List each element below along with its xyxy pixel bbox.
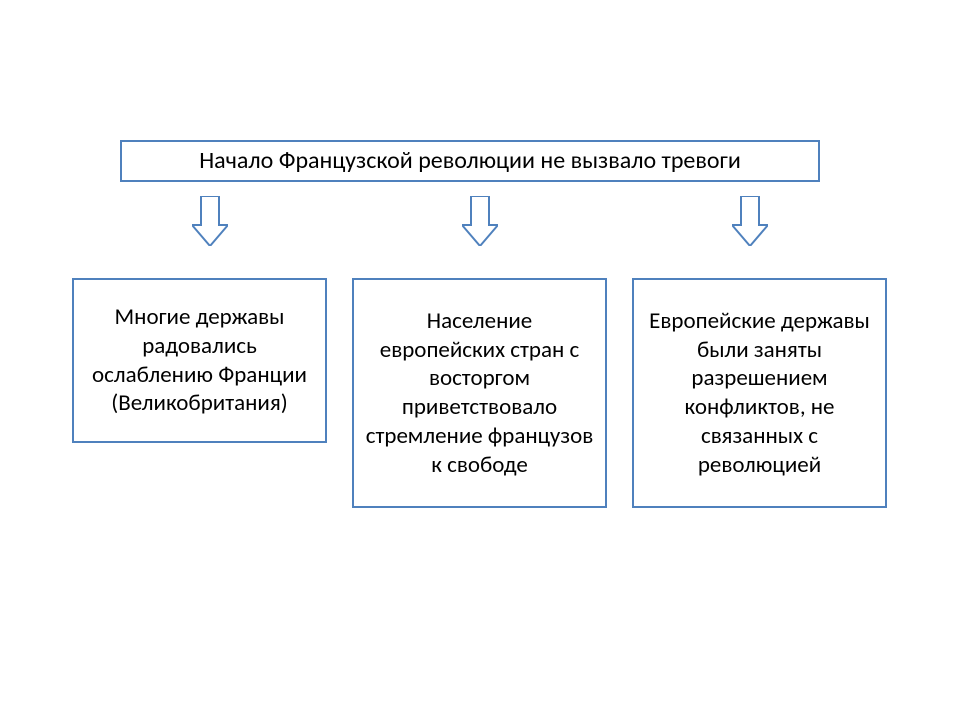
top-node-text: Начало Французской революции не вызвало … [199,146,741,176]
reason-box-text: Многие державы радовались ослаблению Фра… [82,303,317,418]
diagram-stage: Начало Французской революции не вызвало … [0,0,960,720]
reason-box-left: Многие державы радовались ослаблению Фра… [72,278,327,443]
top-node: Начало Французской революции не вызвало … [120,140,820,182]
reason-box-middle: Население европейских стран с восторгом … [352,278,607,508]
arrow-down-icon [192,196,228,246]
arrow-down-icon [462,196,498,246]
reason-box-text: Европейские державы были заняты разрешен… [642,307,877,480]
reason-box-right: Европейские державы были заняты разрешен… [632,278,887,508]
reason-box-text: Население европейских стран с восторгом … [362,307,597,480]
arrow-down-icon [732,196,768,246]
